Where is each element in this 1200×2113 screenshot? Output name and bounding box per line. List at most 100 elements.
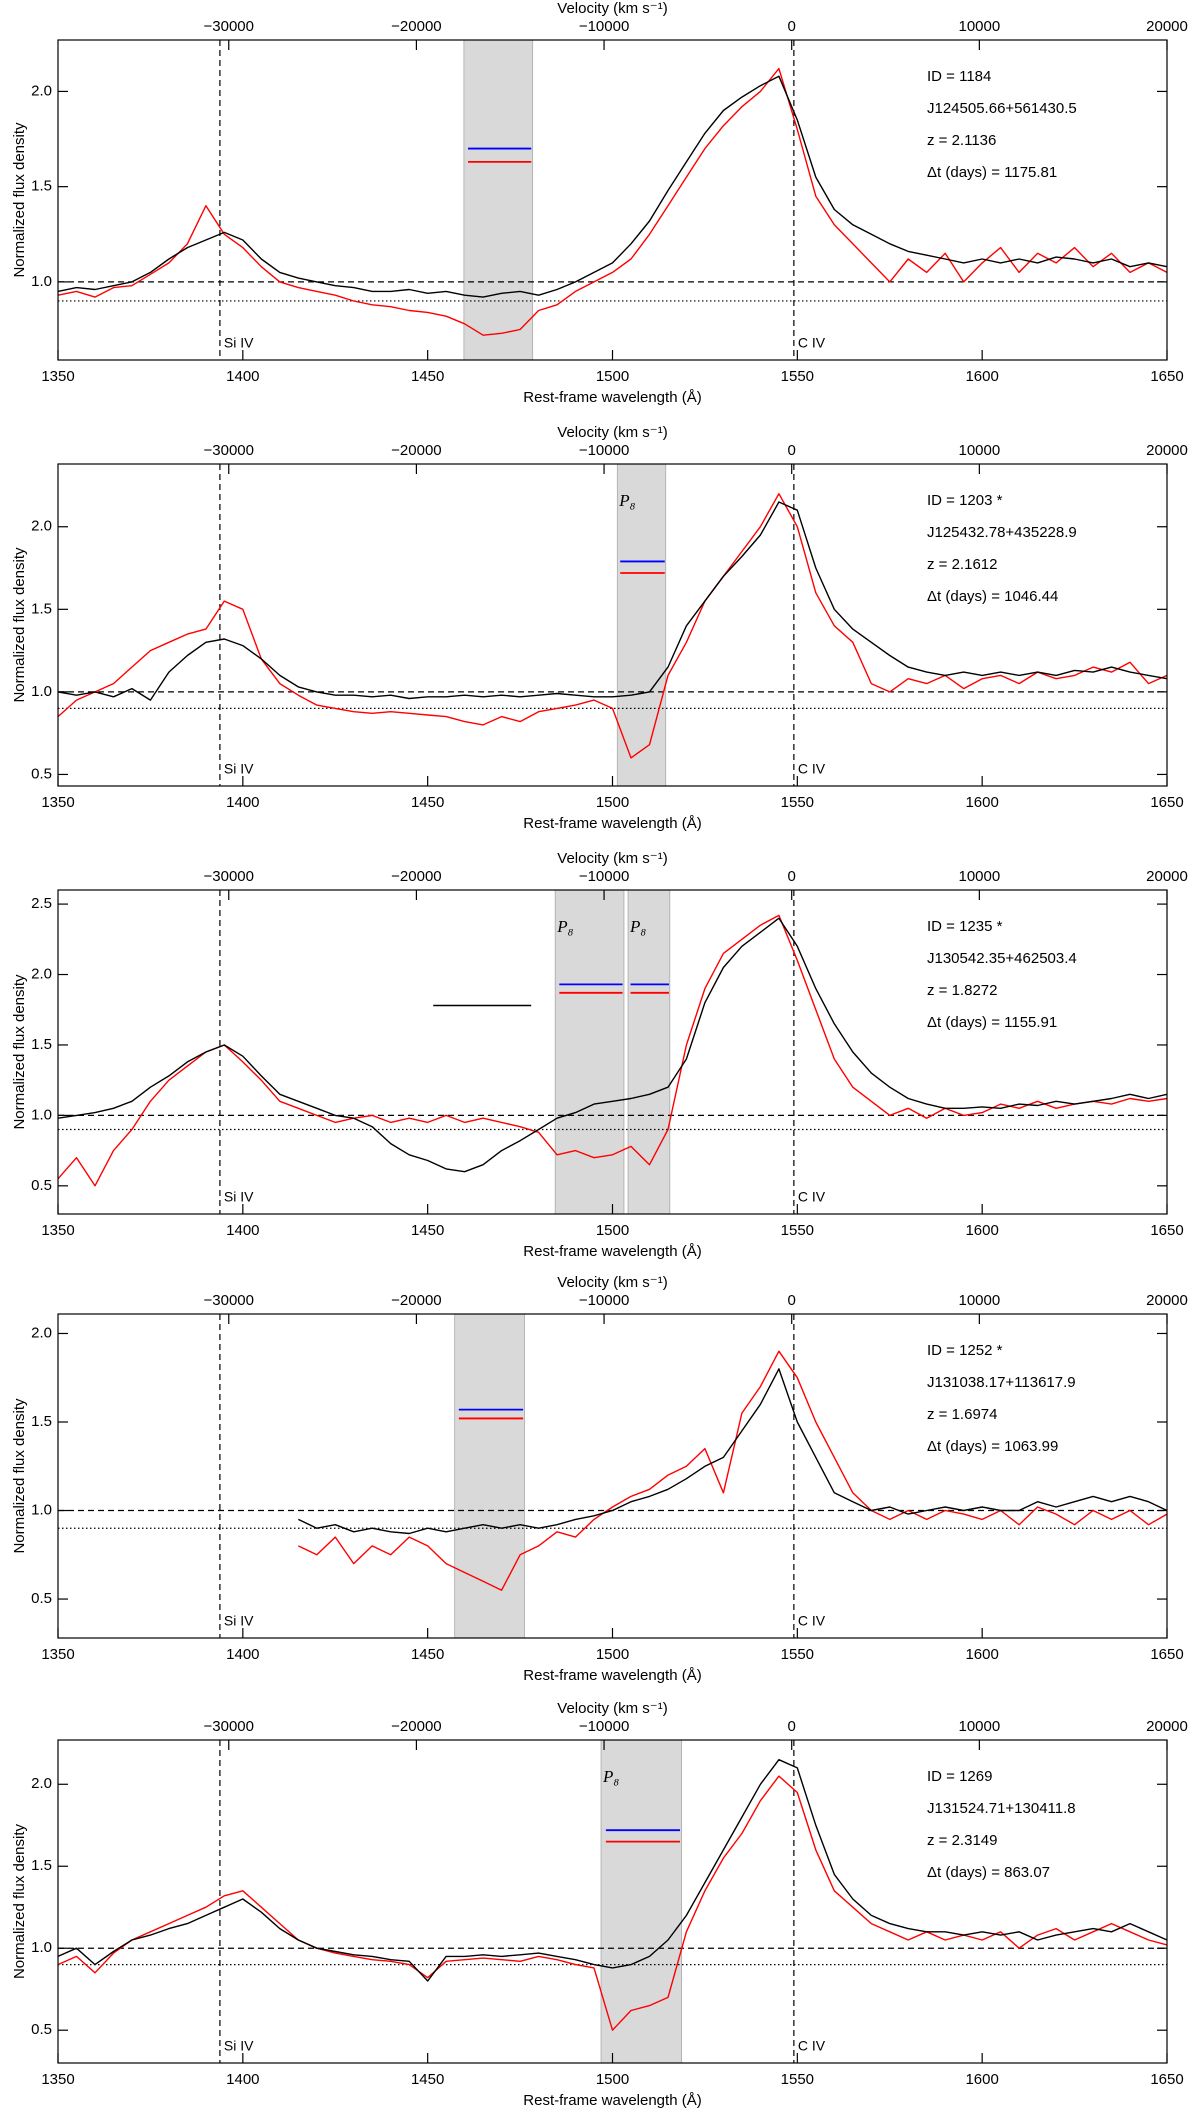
x2-tick-label: −10000: [579, 868, 629, 885]
annotation: J124505.66+561430.5: [927, 100, 1077, 117]
x2-tick-label: −30000: [204, 18, 254, 35]
spectrum-line: [297, 1368, 1168, 1535]
y-tick-label: 1.5: [31, 1036, 52, 1053]
spectrum-line: [57, 914, 1168, 1187]
x2-tick-label: 0: [788, 1718, 796, 1735]
annotation: J125432.78+435228.9: [927, 524, 1077, 541]
shaded-region: [600, 1739, 683, 2064]
panel: P₈ Si IV C IV 1350 1400 1450 1500 1550 1600 1650 −…: [11, 424, 1188, 832]
line-label: Si IV: [224, 1613, 254, 1629]
y-tick-label: 1.0: [31, 1106, 52, 1123]
x2-tick-label: 20000: [1146, 18, 1188, 35]
annotation: Δt (days) = 1155.91: [927, 1014, 1057, 1031]
annotation: ID = 1269: [927, 1768, 992, 1785]
x-tick-label: 1400: [226, 1646, 259, 1663]
y-tick-label: 2.0: [31, 1775, 52, 1792]
x2-tick-label: 0: [788, 1292, 796, 1309]
annotation: ID = 1184: [927, 68, 991, 85]
y-axis-label: Normalized flux density: [11, 1398, 28, 1554]
panel: P₈ Si IV C IV 1350 1400 1450 1500 1550 1600 1650 −…: [11, 1700, 1188, 2109]
annotation: J130542.35+462503.4: [927, 950, 1077, 967]
annotation: Δt (days) = 1063.99: [927, 1438, 1058, 1455]
region-label: P₈: [556, 917, 573, 936]
y-tick-label: 0.5: [31, 1177, 52, 1194]
x2-tick-label: −10000: [579, 442, 629, 459]
x-tick-label: 1350: [41, 1222, 74, 1239]
x-tick-label: 1550: [781, 1646, 814, 1663]
line-label: C IV: [798, 1189, 826, 1205]
y-axis-label: Normalized flux density: [11, 974, 28, 1130]
x-tick-label: 1450: [411, 1222, 444, 1239]
y-tick-label: 1.0: [31, 683, 52, 700]
x-tick-label: 1550: [781, 2071, 814, 2088]
x-tick-label: 1550: [781, 794, 814, 811]
region-label: P₈: [602, 1767, 619, 1786]
annotation: z = 2.3149: [927, 1832, 997, 1849]
x2-tick-label: 20000: [1146, 1718, 1188, 1735]
y-axis-label: Normalized flux density: [11, 547, 28, 703]
x2-tick-label: −20000: [391, 18, 441, 35]
x-tick-label: 1500: [596, 2071, 629, 2088]
x2-tick-label: 10000: [958, 442, 1000, 459]
annotation: Δt (days) = 863.07: [927, 1864, 1050, 1881]
y-tick-label: 1.0: [31, 1939, 52, 1956]
annotation: ID = 1235 *: [927, 918, 1003, 935]
shaded-region: [454, 1313, 525, 1639]
shaded-region: [616, 463, 667, 787]
x2-tick-label: −20000: [391, 868, 441, 885]
x2-tick-label: −30000: [204, 868, 254, 885]
x2-tick-label: 20000: [1146, 1292, 1188, 1309]
x2-axis-label: Velocity (km s⁻¹): [557, 850, 667, 867]
y-tick-label: 2.5: [31, 895, 52, 912]
x2-tick-label: −20000: [391, 1292, 441, 1309]
x-tick-label: 1650: [1150, 2071, 1183, 2088]
y-axis-label: Normalized flux density: [11, 122, 28, 278]
x2-axis-label: Velocity (km s⁻¹): [557, 1700, 667, 1717]
y-tick-label: 0.5: [31, 1590, 52, 1607]
x2-tick-label: −10000: [579, 1292, 629, 1309]
annotation: z = 2.1136: [927, 132, 996, 149]
y-tick-label: 1.5: [31, 178, 52, 195]
y-tick-label: 1.5: [31, 600, 52, 617]
y-tick-label: 2.0: [31, 1324, 52, 1341]
x-tick-label: 1650: [1150, 368, 1183, 385]
x2-tick-label: −20000: [391, 442, 441, 459]
x-tick-label: 1500: [596, 1646, 629, 1663]
shaded-region: [463, 39, 534, 361]
x-tick-label: 1400: [226, 1222, 259, 1239]
panel: Si IV C IV 1350 1400 1450 1500 1550 1600 1650 −30…: [11, 1274, 1188, 1684]
x-tick-label: 1600: [965, 368, 998, 385]
x-tick-label: 1450: [411, 794, 444, 811]
x2-tick-label: −30000: [204, 442, 254, 459]
plot-frame: [57, 1313, 1168, 1639]
plot-frame: [57, 463, 1168, 787]
spectrum-line: [57, 917, 1168, 1173]
x-tick-label: 1450: [411, 2071, 444, 2088]
line-label: C IV: [798, 1613, 826, 1629]
x2-tick-label: −30000: [204, 1292, 254, 1309]
annotation: ID = 1252 *: [927, 1342, 1003, 1359]
x2-axis-label: Velocity (km s⁻¹): [557, 0, 667, 17]
y-tick-label: 2.0: [31, 965, 52, 982]
region-label: P₈: [618, 491, 635, 510]
line-label: C IV: [798, 761, 826, 777]
annotation: z = 1.6974: [927, 1406, 997, 1423]
x-tick-label: 1350: [41, 2071, 74, 2088]
line-label: C IV: [798, 335, 826, 351]
x-tick-label: 1650: [1150, 794, 1183, 811]
x-tick-label: 1500: [596, 1222, 629, 1239]
shaded-region: [627, 889, 671, 1215]
x-tick-label: 1350: [41, 794, 74, 811]
spectrum-line: [57, 1775, 1168, 2031]
y-axis-label: Normalized flux density: [11, 1823, 28, 1979]
x-tick-label: 1600: [965, 794, 998, 811]
y-tick-label: 2.0: [31, 518, 52, 535]
x-tick-label: 1450: [411, 368, 444, 385]
x-tick-label: 1400: [226, 368, 259, 385]
y-tick-label: 0.5: [31, 765, 52, 782]
x2-tick-label: −10000: [579, 1718, 629, 1735]
annotation: ID = 1203 *: [927, 492, 1003, 509]
spectrum-line: [57, 1759, 1168, 1982]
annotation: Δt (days) = 1046.44: [927, 588, 1058, 605]
